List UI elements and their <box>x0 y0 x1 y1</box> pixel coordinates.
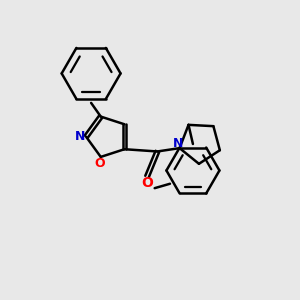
Text: N: N <box>172 136 183 150</box>
Text: O: O <box>94 157 105 170</box>
Text: O: O <box>141 176 153 190</box>
Text: N: N <box>74 130 85 143</box>
